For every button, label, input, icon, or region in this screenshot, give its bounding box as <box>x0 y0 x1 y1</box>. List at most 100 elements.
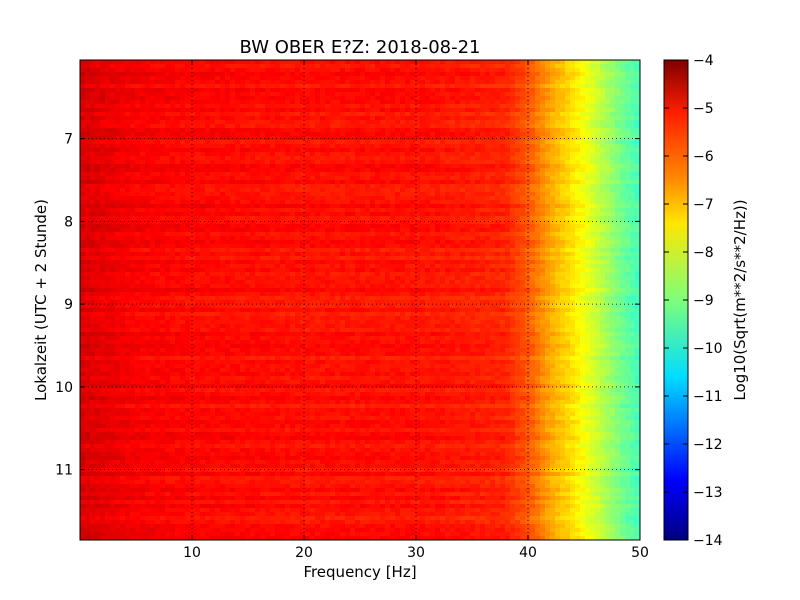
heatmap-cell <box>320 232 326 237</box>
heatmap-cell <box>565 88 571 93</box>
heatmap-cell <box>610 112 616 117</box>
heatmap-cell <box>520 144 526 149</box>
heatmap-cell <box>115 220 121 225</box>
heatmap-cell <box>280 204 286 209</box>
heatmap-cell <box>150 188 156 193</box>
heatmap-cell <box>610 64 616 69</box>
heatmap-cell <box>430 64 436 69</box>
heatmap-cell <box>560 148 566 153</box>
heatmap-cell <box>290 220 296 225</box>
heatmap-cell <box>125 188 131 193</box>
heatmap-cell <box>225 128 231 133</box>
heatmap-cell <box>415 208 421 213</box>
heatmap-cell <box>560 60 566 65</box>
heatmap-cell <box>195 224 201 229</box>
heatmap-cell <box>175 164 181 169</box>
heatmap-cell <box>290 60 296 65</box>
heatmap-cell <box>555 76 561 81</box>
heatmap-cell <box>570 232 576 237</box>
heatmap-cell <box>450 84 456 89</box>
heatmap-cell <box>475 136 481 141</box>
heatmap-cell <box>305 84 311 89</box>
heatmap-cell <box>395 152 401 157</box>
heatmap-cell <box>585 228 591 233</box>
heatmap-cell <box>620 196 626 201</box>
heatmap-cell <box>460 100 466 105</box>
heatmap-cell <box>300 212 306 217</box>
heatmap-cell <box>165 180 171 185</box>
heatmap-cell <box>105 168 111 173</box>
heatmap-cell <box>185 84 191 89</box>
heatmap-cell <box>400 112 406 117</box>
heatmap-cell <box>310 100 316 105</box>
heatmap-cell <box>475 184 481 189</box>
heatmap-cell <box>420 228 426 233</box>
heatmap-cell <box>135 152 141 157</box>
heatmap-cell <box>635 112 640 117</box>
heatmap-cell <box>150 128 156 133</box>
heatmap-cell <box>420 232 426 237</box>
heatmap-cell <box>220 136 226 141</box>
heatmap-cell <box>480 160 486 165</box>
heatmap-cell <box>210 60 216 65</box>
heatmap-cell <box>110 232 116 237</box>
heatmap-cell <box>95 128 101 133</box>
heatmap-cell <box>570 112 576 117</box>
heatmap-cell <box>355 72 361 77</box>
heatmap-cell <box>410 184 416 189</box>
heatmap-cell <box>210 96 216 101</box>
heatmap-cell <box>85 232 91 237</box>
heatmap-cell <box>160 216 166 221</box>
heatmap-cell <box>260 228 266 233</box>
heatmap-cell <box>585 204 591 209</box>
heatmap-cell <box>245 156 251 161</box>
heatmap-cell <box>175 128 181 133</box>
heatmap-cell <box>225 200 231 205</box>
heatmap-cell <box>270 80 276 85</box>
heatmap-cell <box>405 156 411 161</box>
heatmap-cell <box>155 212 161 217</box>
heatmap-cell <box>500 204 506 209</box>
heatmap-cell <box>140 80 146 85</box>
heatmap-cell <box>330 72 336 77</box>
heatmap-cell <box>350 220 356 225</box>
heatmap-cell <box>315 220 321 225</box>
heatmap-cell <box>400 204 406 209</box>
heatmap-cell <box>285 60 291 65</box>
heatmap-cell <box>625 200 631 205</box>
heatmap-cell <box>105 204 111 209</box>
heatmap-cell <box>260 64 266 69</box>
heatmap-cell <box>210 224 216 229</box>
heatmap-cell <box>525 224 531 229</box>
heatmap-cell <box>460 148 466 153</box>
heatmap-cell <box>275 228 281 233</box>
heatmap-cell <box>320 180 326 185</box>
heatmap-cell <box>385 128 391 133</box>
heatmap-cell <box>480 152 486 157</box>
heatmap-cell <box>230 200 236 205</box>
heatmap-cell <box>230 116 236 121</box>
heatmap-cell <box>130 116 136 121</box>
heatmap-cell <box>575 220 581 225</box>
heatmap-cell <box>445 112 451 117</box>
heatmap-cell <box>620 104 626 109</box>
heatmap-cell <box>605 88 611 93</box>
heatmap-cell <box>130 96 136 101</box>
heatmap-cell <box>630 224 636 229</box>
heatmap-cell <box>250 172 256 177</box>
heatmap-cell <box>445 172 451 177</box>
heatmap-cell <box>370 236 376 241</box>
heatmap-cell <box>535 72 541 77</box>
heatmap-cell <box>480 220 486 225</box>
heatmap-cell <box>560 156 566 161</box>
heatmap-cell <box>90 160 96 165</box>
heatmap-cell <box>615 164 621 169</box>
heatmap-cell <box>135 84 141 89</box>
heatmap-cell <box>400 92 406 97</box>
heatmap-cell <box>385 68 391 73</box>
heatmap-cell <box>460 140 466 145</box>
heatmap-cell <box>215 184 221 189</box>
heatmap-cell <box>425 112 431 117</box>
heatmap-cell <box>600 124 606 129</box>
heatmap-cell <box>400 84 406 89</box>
